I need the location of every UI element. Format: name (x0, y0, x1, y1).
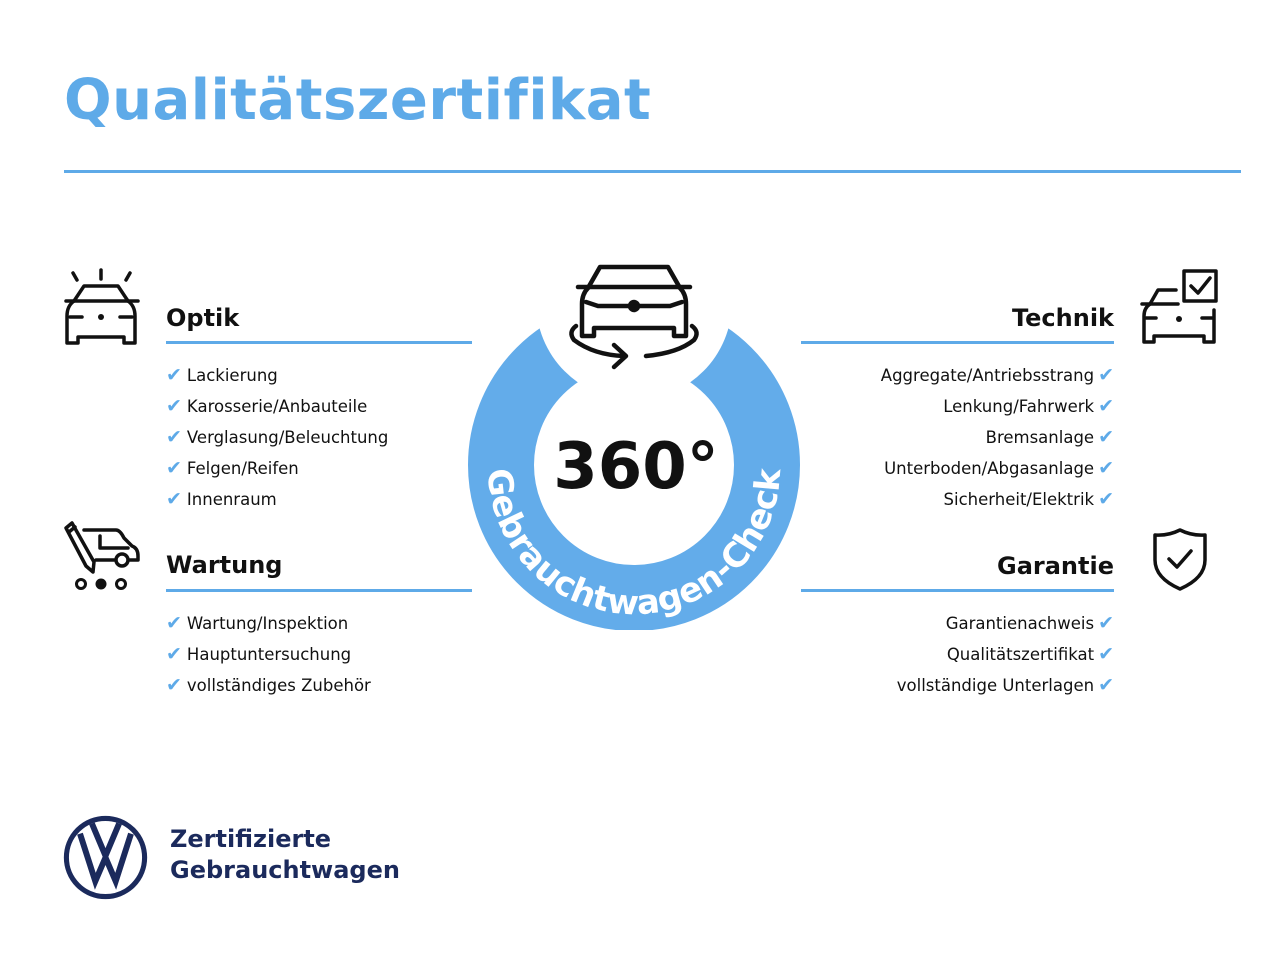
check-icon: ✔ (1098, 612, 1114, 634)
check-icon: ✔ (1098, 674, 1114, 696)
optik-list: ✔ Lackierung ✔ Karosserie/Anbauteile ✔ Verg… (166, 360, 388, 515)
section-title-wartung: Wartung (166, 551, 283, 579)
list-item: Aggregate/Antriebsstrang ✔ (880, 364, 1114, 386)
check-icon: ✔ (166, 395, 182, 417)
list-item: ✔ Hauptuntersuchung (166, 643, 352, 665)
check-icon: ✔ (166, 612, 182, 634)
check-icon: ✔ (166, 426, 182, 448)
list-item: ✔ vollständiges Zubehör (166, 674, 371, 696)
section-title-optik: Optik (166, 304, 240, 332)
footer-brand-text: Zertifizierte Gebrauchtwagen (170, 824, 400, 886)
check-icon: ✔ (1098, 395, 1114, 417)
car-lights-icon (64, 268, 140, 345)
list-item: Unterboden/Abgasanlage ✔ (884, 457, 1114, 479)
list-item: Garantienachweis ✔ (945, 612, 1114, 634)
section-divider (166, 341, 472, 344)
list-item: ✔ Felgen/Reifen (166, 457, 299, 479)
garantie-list: Garantienachweis ✔ Qualitätszertifikat ✔ v… (897, 608, 1114, 701)
check-icon: ✔ (1098, 457, 1114, 479)
list-item: ✔ Verglasung/Beleuchtung (166, 426, 389, 448)
list-item: ✔ Innenraum (166, 488, 277, 510)
list-item: vollständige Unterlagen ✔ (896, 674, 1114, 696)
check-icon: ✔ (1098, 488, 1114, 510)
check-icon: ✔ (166, 674, 182, 696)
list-item: ✔ Lackierung (166, 364, 278, 386)
car-rotate-icon (569, 264, 699, 370)
shield-check-icon (1153, 528, 1207, 591)
section-divider (801, 341, 1114, 344)
list-item: Lenkung/Fahrwerk ✔ (943, 395, 1114, 417)
technik-list: Aggregate/Antriebsstrang ✔ Lenkung/Fahrwe… (881, 360, 1114, 515)
check-icon: ✔ (1098, 643, 1114, 665)
section-title-technik: Technik (1011, 304, 1114, 332)
service-van-icon (64, 521, 140, 590)
list-item: ✔ Karosserie/Anbauteile (166, 395, 368, 417)
wartung-list: ✔ Wartung/Inspektion ✔ Hauptuntersuchung ✔… (166, 608, 371, 701)
page-title: Qualitätszertifikat (64, 68, 652, 133)
check-icon: ✔ (1098, 426, 1114, 448)
section-title-garantie: Garantie (997, 552, 1114, 580)
list-item: ✔ Wartung/Inspektion (166, 612, 349, 634)
check-icon: ✔ (1098, 364, 1114, 386)
title-divider (64, 170, 1241, 173)
check-icon: ✔ (166, 457, 182, 479)
footer-line2: Gebrauchtwagen (170, 856, 400, 884)
check-icon: ✔ (166, 364, 182, 386)
footer-line1: Zertifizierte (170, 825, 332, 853)
check-icon: ✔ (166, 643, 182, 665)
badge-number: 360° (553, 430, 719, 504)
vw-logo (63, 815, 148, 900)
list-item: Qualitätszertifikat ✔ (946, 643, 1114, 665)
list-item: Sicherheit/Elektrik ✔ (943, 488, 1114, 510)
section-divider (801, 589, 1114, 592)
list-item: Bremsanlage ✔ (985, 426, 1114, 448)
check-icon: ✔ (166, 488, 182, 510)
section-divider (166, 589, 472, 592)
car-checkbox-icon (1140, 269, 1218, 344)
360-check-badge: Gebrauchtwagen-Check 360° (468, 250, 800, 630)
